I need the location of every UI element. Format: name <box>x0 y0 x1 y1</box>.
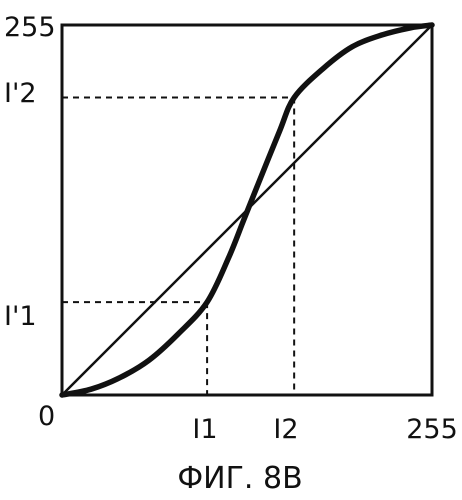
y-label-i1-prime: I'1 <box>4 301 37 332</box>
y-label-i2-prime: I'2 <box>4 78 37 109</box>
x-label-255: 255 <box>406 414 458 445</box>
x-label-i1: I1 <box>192 414 217 445</box>
x-label-i2: I2 <box>273 414 298 445</box>
guide-lines <box>62 98 294 395</box>
figure-caption: ФИГ. 8В <box>177 461 302 496</box>
x-label-origin: 0 <box>38 401 55 432</box>
y-label-255: 255 <box>4 12 56 43</box>
